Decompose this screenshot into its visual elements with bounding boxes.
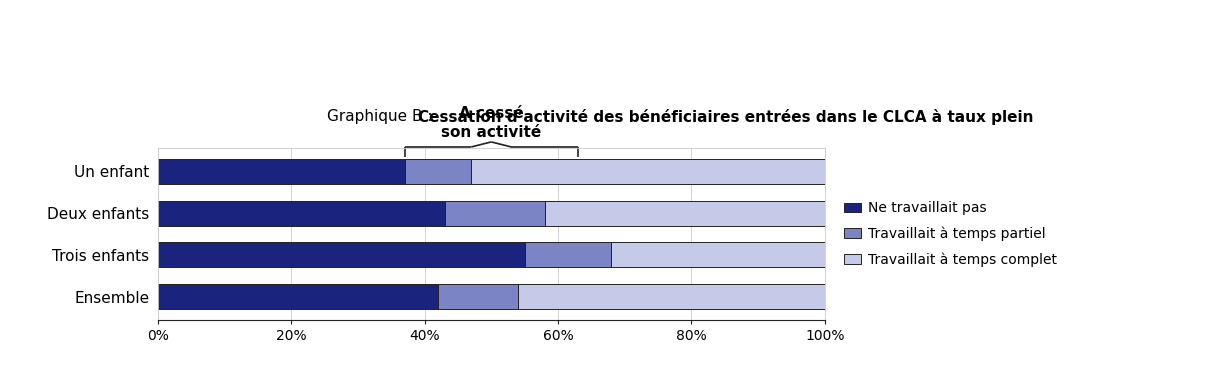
Bar [158, 159, 405, 184]
Text: Graphique B :: Graphique B : [320, 12, 429, 27]
Bar [158, 242, 525, 268]
Bar [518, 284, 825, 309]
Text: Cessation d’activité des bénéficiaires entrées dans le CLCA à taux plein: Cessation d’activité des bénéficiaires e… [418, 109, 1033, 125]
Text: Graphique B :: Graphique B : [328, 110, 438, 124]
Legend: Ne travaillait pas, Travaillait à temps partiel, Travaillait à temps complet: Ne travaillait pas, Travaillait à temps … [838, 196, 1063, 272]
Bar [611, 242, 825, 268]
Bar [472, 159, 825, 184]
Bar [158, 284, 438, 309]
Bar [158, 200, 444, 226]
Bar [545, 200, 825, 226]
Bar [405, 159, 472, 184]
Bar [438, 284, 518, 309]
Text: Graphique B : Cessation d’activité des bénéficiaires entrées dans le CLCA à taux: Graphique B : Cessation d’activité des b… [277, 12, 936, 28]
Text: A cessé
son activité: A cessé son activité [442, 106, 541, 140]
Bar [444, 200, 545, 226]
Bar [525, 242, 611, 268]
